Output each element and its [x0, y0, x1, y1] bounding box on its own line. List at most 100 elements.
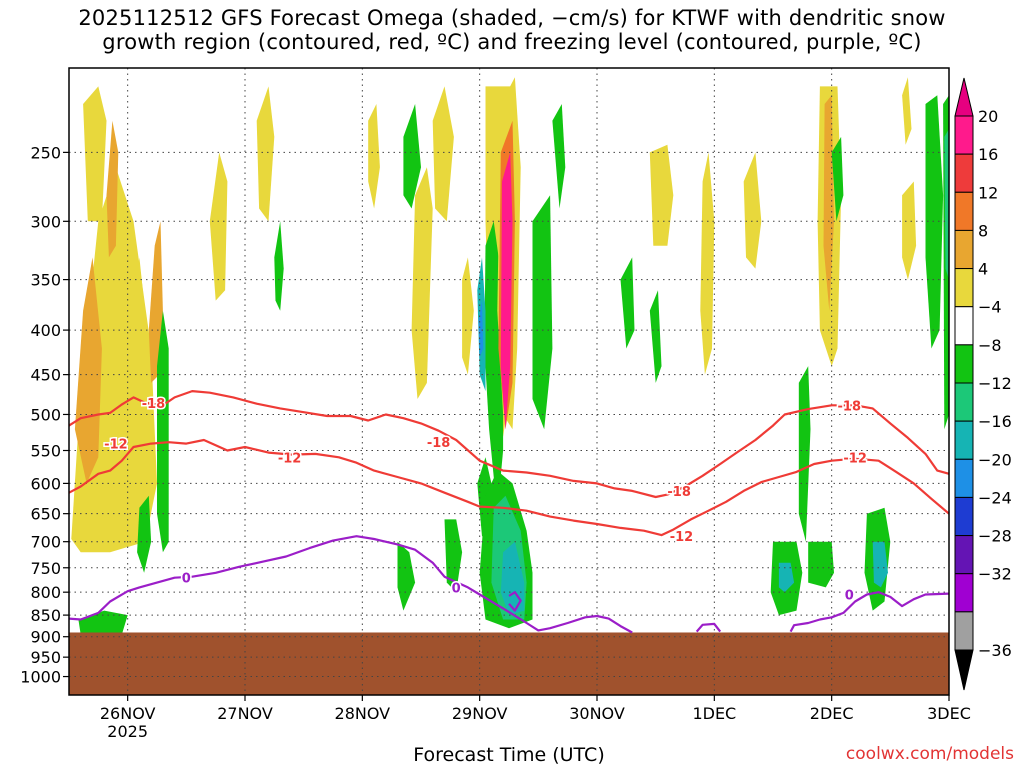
colorbar-label-1: 16	[978, 145, 998, 164]
contour-label--12-2: -12	[670, 530, 694, 545]
omega-region-5	[106, 120, 119, 258]
credit-link[interactable]: coolwx.com/models	[845, 744, 1014, 764]
contour-0	[69, 535, 633, 634]
omega-region-19	[902, 77, 912, 145]
freezing-segment-0	[508, 591, 522, 612]
y-tick-label-650: 650	[30, 505, 61, 524]
terrain-ground	[69, 632, 949, 695]
colorbar-swatch-8	[954, 420, 974, 460]
x-tick-label-26NOV: 26NOV	[100, 704, 156, 723]
omega-region-3	[74, 257, 102, 484]
grid-lines	[69, 68, 950, 695]
omega-region-14	[700, 152, 715, 375]
y-tick-label-750: 750	[30, 559, 61, 578]
y-axis: 250 300 350 400 450 500 550 600 650 700 750 800 850 9…	[20, 143, 69, 687]
contour--18	[69, 390, 949, 499]
colorbar-bottom-arrow	[954, 649, 974, 691]
omega-region-2	[83, 86, 107, 222]
omega-region-43	[778, 562, 795, 593]
y-tick-label-700: 700	[30, 533, 61, 552]
y-tick-label-250: 250	[30, 143, 61, 162]
y-tick-label-900: 900	[30, 628, 61, 647]
omega-region-47	[925, 95, 944, 349]
colorbar-swatch-9	[954, 458, 974, 498]
y-tick-label-1000: 1000	[20, 668, 61, 687]
x-tick-sublabel-26NOV: 2025	[107, 722, 148, 741]
contour-label-0-0: 0	[182, 572, 191, 587]
omega-region-24	[403, 104, 421, 209]
colorbar-swatch-5	[954, 306, 974, 346]
y-tick-label-850: 850	[30, 606, 61, 625]
colorbar-label-0: 20	[978, 107, 998, 126]
contour-label--12-3: -12	[843, 451, 867, 466]
omega-region-39	[620, 257, 635, 349]
freezing-segment-2	[789, 591, 949, 633]
colorbar-label-8: −16	[978, 412, 1012, 431]
omega-region-23	[274, 221, 284, 311]
contour--12	[69, 438, 949, 537]
colorbar-swatch-12	[954, 573, 974, 613]
omega-region-22	[137, 495, 152, 573]
x-tick-label-29NOV: 29NOV	[452, 704, 508, 723]
x-tick-label-1DEC: 1DEC	[692, 704, 736, 723]
omega-region-4	[148, 221, 163, 383]
x-tick-label-28NOV: 28NOV	[335, 704, 391, 723]
omega-region-41	[808, 541, 834, 588]
omega-region-26	[444, 519, 463, 593]
colorbar-label-12: −32	[978, 565, 1012, 584]
colorbar-label-6: −8	[978, 336, 1002, 355]
omega-region-40	[649, 290, 662, 383]
colorbar-label-11: −28	[978, 527, 1012, 546]
contour-label--12-0: -12	[104, 438, 128, 453]
y-tick-label-950: 950	[30, 648, 61, 667]
omega-region-21	[157, 310, 169, 553]
omega-region-11	[432, 86, 454, 222]
x-tick-label-2DEC: 2DEC	[810, 704, 854, 723]
colorbar-swatch-6	[954, 344, 974, 384]
contour-label-0-1: 0	[452, 581, 461, 596]
colorbar-swatch-13	[954, 611, 974, 651]
contours: -18 -18 -18 -18 -12 -12 -12 -12 0 0 0	[69, 390, 949, 634]
y-tick-label-300: 300	[30, 212, 61, 231]
chart-title: 2025112512 GFS Forecast Omega (shaded, −…	[0, 6, 1024, 54]
omega-region-38	[552, 104, 566, 209]
y-tick-label-500: 500	[30, 405, 61, 424]
colorbar-swatch-1	[954, 153, 974, 193]
y-tick-label-350: 350	[30, 271, 61, 290]
omega-region-37	[532, 195, 553, 430]
ground-fill	[69, 632, 949, 695]
colorbar-label-7: −12	[978, 374, 1012, 393]
contour-label-0-2: 0	[845, 589, 854, 604]
colorbar-swatch-4	[954, 268, 974, 308]
omega-region-17	[823, 95, 834, 311]
contour-label--18-2: -18	[667, 485, 691, 500]
colorbar-swatch-2	[954, 191, 974, 231]
omega-region-46	[872, 541, 888, 588]
y-tick-label-450: 450	[30, 366, 61, 385]
contour-label--18-0: -18	[142, 397, 166, 412]
omega-region-50	[831, 136, 844, 222]
omega-region-25	[397, 541, 416, 611]
colorbar-swatch-7	[954, 382, 974, 422]
colorbar: 20 16 12 8 4 −4 −8 −12 −16 −20 −24 −28 −32 −36	[954, 77, 1012, 691]
chart-title-line-1: 2025112512 GFS Forecast Omega (shaded, −…	[78, 6, 946, 30]
colorbar-label-9: −20	[978, 450, 1012, 469]
omega-region-8	[411, 167, 433, 399]
plot-frame	[68, 67, 950, 696]
omega-region-7	[256, 86, 275, 222]
x-tick-label-27NOV: 27NOV	[217, 704, 273, 723]
contour-label--12-1: -12	[278, 451, 302, 466]
contour-label--18-1: -18	[427, 436, 451, 451]
contour-label--18-3: -18	[838, 399, 862, 414]
colorbar-label-4: 4	[978, 260, 988, 279]
y-tick-label-550: 550	[30, 442, 61, 461]
x-axis-label: Forecast Time (UTC)	[413, 744, 605, 766]
y-tick-label-800: 800	[30, 583, 61, 602]
omega-shading	[71, 77, 949, 635]
colorbar-label-5: −4	[978, 298, 1002, 317]
omega-region-49	[944, 129, 949, 280]
colorbar-swatch-11	[954, 535, 974, 575]
colorbar-label-13: −36	[978, 641, 1012, 660]
